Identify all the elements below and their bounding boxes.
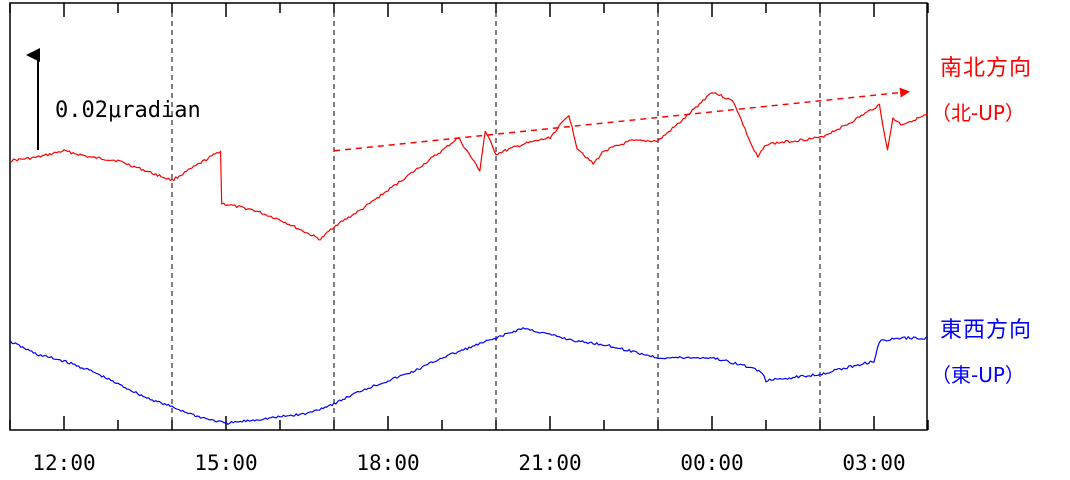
x-ticks [9,3,929,430]
plot-frame [9,2,928,431]
legend-ew-direction: （東-UP） [931,363,1025,387]
x-tick-label-2: 18:00 [356,451,419,475]
x-tick-label-4: 00:00 [680,451,743,475]
legend-ns-name: 南北方向 [940,56,1033,81]
scale-bar-label: 0.02μradian [55,98,201,123]
legend-ew: 東西方向 （東-UP） [931,312,1065,388]
trend-arrow [333,87,910,152]
x-tick-label-1: 15:00 [194,451,257,475]
legend-ew-name: 東西方向 [940,318,1033,343]
x-tick-label-0: 12:00 [32,451,95,475]
series-line-1 [9,327,929,425]
scale-bar: 0.02μradian [26,48,201,150]
x-tick-label-5: 03:00 [842,451,905,475]
series-line-0 [9,92,929,241]
legend-ns: 南北方向 （北-UP） [931,50,1065,126]
x-tick-labels: 12:00 15:00 18:00 21:00 00:00 03:00 [32,451,905,475]
legend-ns-direction: （北-UP） [931,101,1025,125]
series-lines [9,92,929,425]
x-tick-label-3: 21:00 [518,451,581,475]
